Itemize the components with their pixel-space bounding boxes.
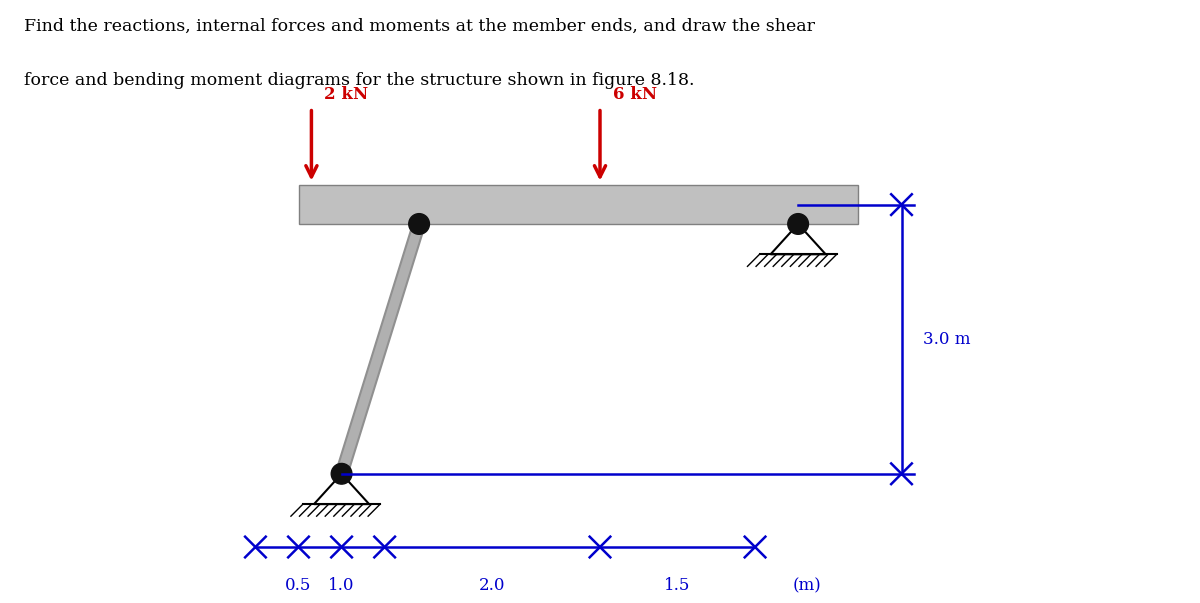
Circle shape	[331, 464, 352, 484]
Polygon shape	[314, 474, 370, 504]
Text: Find the reactions, internal forces and moments at the member ends, and draw the: Find the reactions, internal forces and …	[24, 18, 815, 35]
Text: 0.5: 0.5	[286, 577, 312, 594]
Circle shape	[409, 213, 430, 235]
Text: (m): (m)	[792, 577, 821, 594]
Text: 2 kN: 2 kN	[324, 86, 368, 103]
Text: 1.5: 1.5	[665, 577, 691, 594]
Circle shape	[787, 213, 809, 235]
Bar	[299, 185, 858, 224]
Text: 6 kN: 6 kN	[613, 86, 656, 103]
Polygon shape	[770, 224, 826, 254]
Text: 2.0: 2.0	[479, 577, 505, 594]
Text: 3.0 m: 3.0 m	[923, 330, 971, 348]
Text: 1.0: 1.0	[329, 577, 355, 594]
Text: force and bending moment diagrams for the structure shown in figure 8.18.: force and bending moment diagrams for th…	[24, 72, 695, 89]
